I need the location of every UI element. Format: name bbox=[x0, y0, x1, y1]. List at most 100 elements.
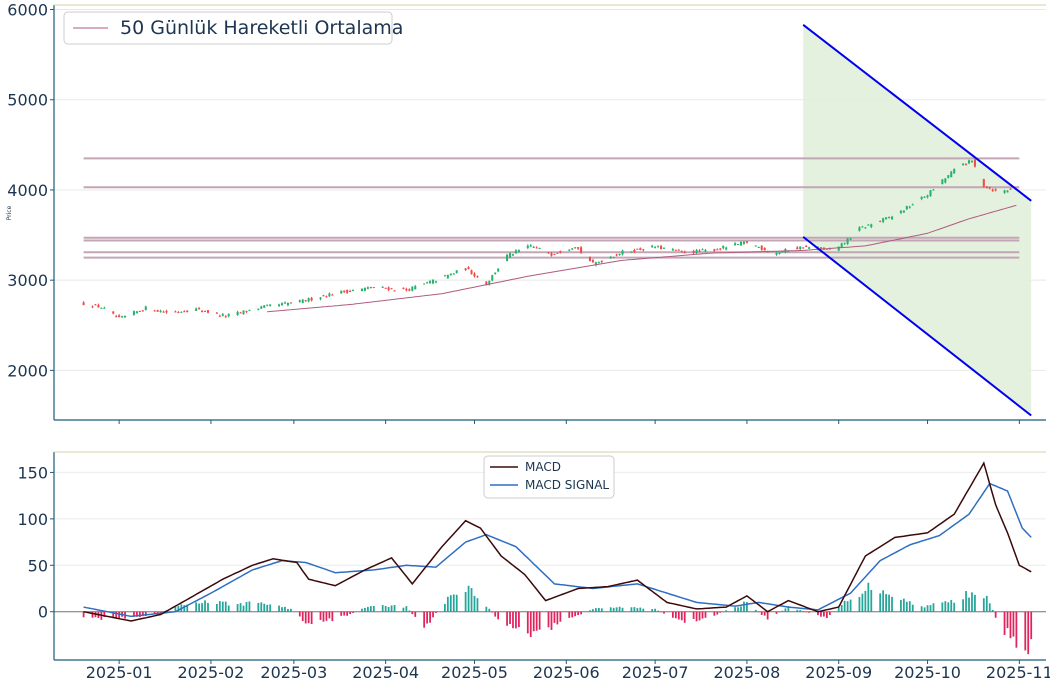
macd-histogram-bar bbox=[393, 604, 396, 612]
candle-body bbox=[511, 254, 515, 256]
candle-body bbox=[532, 246, 535, 248]
macd-histogram-bar bbox=[965, 591, 967, 612]
macd-histogram-bar bbox=[138, 611, 141, 618]
macd-histogram-bar bbox=[757, 611, 760, 613]
candle-body bbox=[630, 251, 633, 253]
macd-histogram-bar bbox=[488, 608, 491, 612]
macd-histogram-bar bbox=[387, 606, 390, 612]
macd-histogram-bar bbox=[298, 611, 301, 617]
candle-body bbox=[736, 243, 740, 245]
candle-body bbox=[159, 310, 162, 312]
macd-histogram-bar bbox=[491, 611, 494, 613]
candle-body bbox=[970, 160, 974, 163]
macd-histogram-bar bbox=[266, 604, 269, 612]
macd-histogram-bar bbox=[287, 608, 289, 612]
candle-body bbox=[423, 283, 426, 285]
candle-body bbox=[908, 206, 911, 208]
macd-histogram-bar bbox=[840, 604, 843, 612]
macd-histogram-bar bbox=[1006, 611, 1009, 629]
candle-body bbox=[674, 249, 677, 251]
candle-body bbox=[899, 210, 902, 213]
candle-body bbox=[660, 246, 663, 250]
macd-axes-frame bbox=[53, 451, 1046, 661]
candle-body bbox=[118, 315, 121, 318]
candle-body bbox=[124, 315, 127, 318]
price-y-ticks: 2000 3000 4000 5000 6000 bbox=[7, 1, 54, 380]
macd-histogram-bar bbox=[1003, 611, 1006, 635]
candle-body bbox=[414, 286, 417, 290]
macd-histogram-bar bbox=[204, 600, 206, 612]
candle-body bbox=[982, 179, 985, 187]
macd-histogram-bar bbox=[141, 611, 144, 617]
macd-histogram-bar bbox=[301, 611, 304, 622]
candle-body bbox=[112, 311, 115, 314]
macd-histogram-bar bbox=[642, 608, 645, 612]
candle-body bbox=[227, 314, 230, 317]
macd-histogram-bar bbox=[929, 605, 932, 612]
macd-y-tick-label: 50 bbox=[28, 556, 48, 575]
candle-body bbox=[615, 254, 618, 256]
candle-body bbox=[843, 242, 846, 244]
macd-histogram-bar bbox=[322, 611, 325, 622]
macd-histogram-bar bbox=[248, 601, 251, 612]
candle-body bbox=[319, 297, 322, 300]
candle-body bbox=[757, 247, 760, 249]
macd-histogram-bar bbox=[988, 603, 991, 612]
candle-body bbox=[174, 311, 177, 313]
candle-body bbox=[547, 252, 550, 254]
candle-body bbox=[695, 249, 698, 253]
legend-macd-signal: MACD SIGNAL bbox=[525, 478, 609, 492]
macd-histogram-bar bbox=[630, 607, 633, 612]
price-axes-frame bbox=[53, 4, 1046, 421]
candle-body bbox=[426, 282, 429, 284]
macd-histogram-bar bbox=[372, 605, 375, 612]
candle-body bbox=[346, 289, 349, 293]
macd-histogram-bar bbox=[207, 603, 209, 612]
macd-histogram-bar bbox=[932, 603, 935, 612]
macd-histogram-bar bbox=[612, 607, 615, 612]
candle-body bbox=[514, 250, 517, 254]
legend-moving-average: 50 Günlük Hareketli Ortalama bbox=[120, 17, 403, 39]
candle-body bbox=[941, 179, 944, 185]
macd-histogram-bar bbox=[1024, 611, 1027, 651]
candle-body bbox=[286, 303, 289, 306]
candle-body bbox=[464, 268, 467, 271]
macd-histogram-bar bbox=[636, 608, 639, 612]
macd-histogram-bar bbox=[778, 611, 781, 613]
candle-body bbox=[165, 311, 168, 313]
candle-body bbox=[882, 218, 885, 222]
macd-histogram-bar bbox=[304, 611, 307, 624]
candle-body bbox=[411, 286, 414, 291]
candle-body bbox=[636, 248, 639, 250]
candle-body bbox=[538, 248, 541, 250]
macd-histogram-bar bbox=[618, 606, 621, 612]
macd-histogram-bar bbox=[781, 610, 784, 612]
x-tick-label: 2025-07 bbox=[622, 663, 689, 682]
macd-histogram-bar bbox=[497, 611, 500, 620]
candle-body bbox=[304, 300, 307, 302]
macd-histogram-bar bbox=[245, 602, 248, 612]
candle-body bbox=[662, 247, 666, 249]
candle-body bbox=[991, 189, 994, 192]
macd-histogram-bar bbox=[177, 606, 180, 612]
candle-body bbox=[722, 246, 725, 249]
macd-histogram-bar bbox=[683, 611, 686, 623]
macd-histogram-bar bbox=[817, 611, 819, 616]
macd-histogram-bar bbox=[174, 606, 177, 612]
macd-histogram-bar bbox=[633, 607, 636, 612]
candle-body bbox=[654, 247, 657, 249]
candle-body bbox=[588, 257, 592, 262]
candle-body bbox=[888, 217, 891, 219]
candle-body bbox=[446, 274, 449, 279]
candle-body bbox=[577, 247, 580, 249]
macd-histogram-bar bbox=[672, 611, 674, 618]
macd-y-tick-label: 150 bbox=[17, 463, 48, 482]
macd-histogram-bar bbox=[902, 598, 905, 612]
macd-histogram-bar bbox=[449, 595, 452, 612]
candle-body bbox=[429, 281, 432, 283]
macd-histogram-bar bbox=[532, 611, 535, 632]
macd-histogram-bar bbox=[680, 611, 683, 621]
macd-histogram-bar bbox=[858, 596, 861, 612]
macd-histogram-bar bbox=[802, 611, 805, 612]
